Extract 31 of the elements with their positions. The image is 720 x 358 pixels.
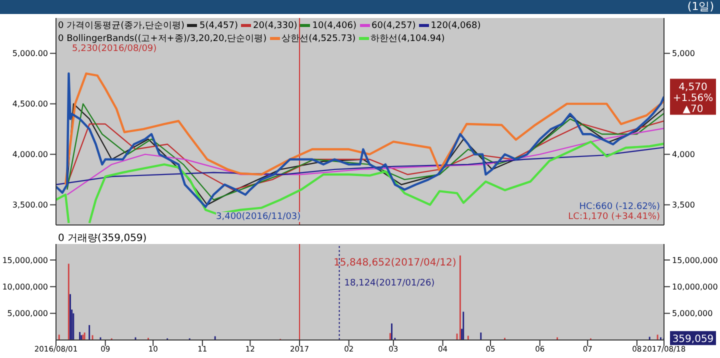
legend-label: 하한선(4,104.94) — [370, 33, 445, 45]
y2-tick-label: 10,000,000 — [672, 282, 718, 292]
y-tick-label: 10,000,000 — [2, 282, 48, 292]
annotation: 4,570 +1.56% ▲70 — [672, 82, 714, 115]
y-tick-label: 5,000.00 — [12, 49, 48, 58]
y2-tick-label: 5,000 — [672, 49, 695, 58]
annotation: 5,230(2016/08/09) — [72, 44, 157, 54]
chart-title: 0 거래량(359,059) — [58, 232, 147, 245]
annotation: 15,848,652(2017/04/12) — [334, 257, 456, 268]
y-tick-label: 4,000.00 — [12, 150, 48, 160]
text: 0 BollingerBands((고+저+종)/3,20,20,단순이평) — [58, 33, 267, 44]
y2-tick-label: 15,000,000 — [672, 256, 718, 265]
y-tick-label: 4,500.00 — [12, 100, 48, 109]
annotation: 3,400(2016/11/03) — [216, 212, 301, 222]
legend-label: 5(4,457) — [199, 20, 238, 30]
y2-tick-label: 4,000 — [672, 150, 695, 160]
legend-label: 20(4,330) — [253, 20, 298, 30]
y2-tick-label: 3,500 — [672, 200, 695, 210]
y-tick-label: 15,000,000 — [2, 256, 48, 265]
legend-label: 10(4,406) — [312, 20, 356, 30]
annotation: LC:1,170 (+34.41%) — [568, 212, 660, 222]
annotation: HC:660 (-12.62%) — [578, 202, 660, 212]
legend-label: 60(4,257) — [372, 20, 416, 30]
legend-title: 0 가격이동평균(종가,단순이평) — [58, 20, 184, 32]
y2-tick-label: 5,000,000 — [672, 309, 713, 318]
y-tick-label: 5,000,000 — [7, 309, 48, 318]
legend-label: 120(4,068) — [430, 20, 481, 30]
text: (1일) — [0, 0, 720, 14]
ref-line-label: 18,124(2017/01/26) — [344, 278, 435, 288]
y-tick-label: 3,500.00 — [12, 200, 48, 210]
annotation: 359,059 — [672, 334, 714, 346]
